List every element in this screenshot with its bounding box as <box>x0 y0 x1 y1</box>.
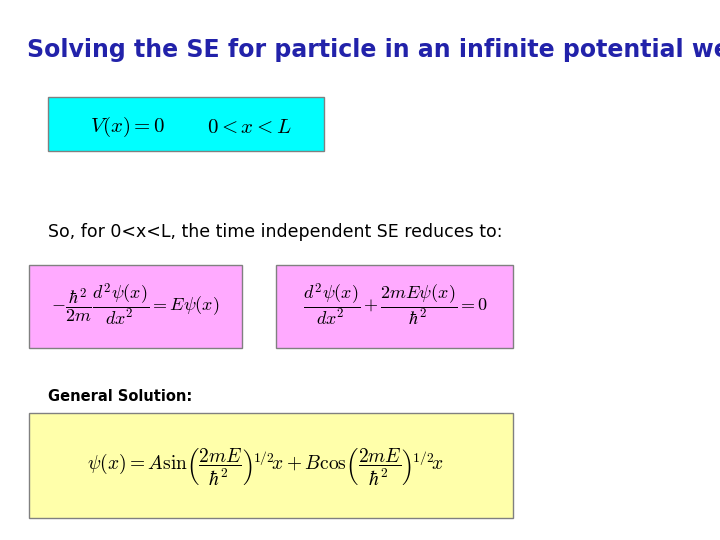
Text: $V(x) = 0$: $V(x) = 0$ <box>90 115 166 139</box>
FancyBboxPatch shape <box>30 413 513 518</box>
FancyBboxPatch shape <box>48 97 324 151</box>
FancyBboxPatch shape <box>30 265 242 348</box>
FancyBboxPatch shape <box>276 265 513 348</box>
Text: $\psi(x) = A\sin\!\left(\dfrac{2mE}{\hbar^2}\right)^{\!1/2}\!x + B\cos\!\left(\d: $\psi(x) = A\sin\!\left(\dfrac{2mE}{\hba… <box>87 447 444 488</box>
Text: Solving the SE for particle in an infinite potential well: Solving the SE for particle in an infini… <box>27 38 720 62</box>
Text: $-\dfrac{\hbar^2}{2m}\dfrac{d^2\psi(x)}{dx^2} = E\psi(x)$: $-\dfrac{\hbar^2}{2m}\dfrac{d^2\psi(x)}{… <box>51 282 220 328</box>
Text: $0 < x < L$: $0 < x < L$ <box>207 117 292 137</box>
Text: So, for 0<x<L, the time independent SE reduces to:: So, for 0<x<L, the time independent SE r… <box>48 223 503 241</box>
Text: $\dfrac{d^2\psi(x)}{dx^2} + \dfrac{2mE\psi(x)}{\hbar^2} = 0$: $\dfrac{d^2\psi(x)}{dx^2} + \dfrac{2mE\p… <box>303 282 488 328</box>
Text: General Solution:: General Solution: <box>48 389 192 404</box>
